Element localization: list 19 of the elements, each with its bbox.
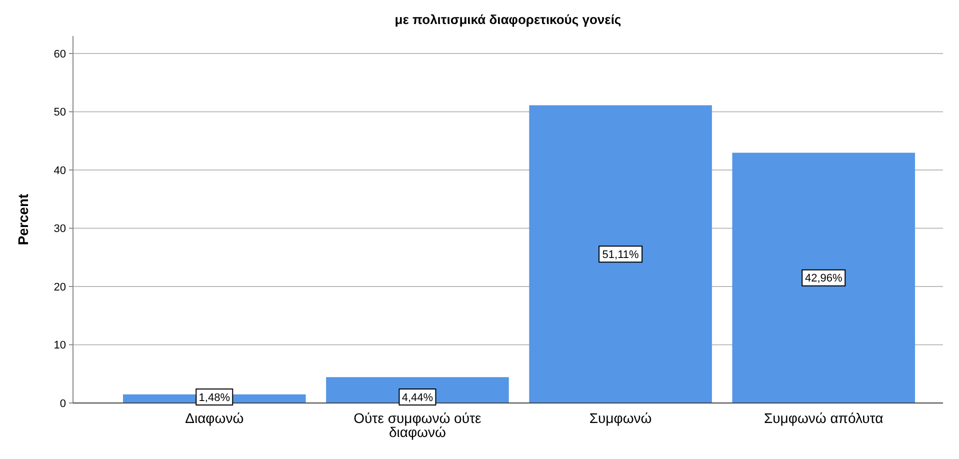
data-label: 51,11%: [602, 248, 639, 261]
y-tick-label: 30: [54, 223, 66, 236]
bar: [529, 105, 712, 403]
data-label: 4,44%: [402, 392, 434, 404]
y-tick-label: 10: [54, 340, 66, 352]
chart-title: με πολιτισμικά διαφορετικούς γονείς: [394, 12, 622, 27]
bar: [732, 152, 915, 403]
y-tick-label: 0: [60, 398, 66, 410]
x-tick-label: Συμφωνώ απόλυτα: [764, 410, 884, 426]
y-tick-label: 40: [54, 164, 66, 177]
y-tick-label: 20: [54, 281, 66, 294]
x-tick-label: Ούτε συμφωνώ ούτε διαφωνώ: [354, 410, 482, 440]
data-label: 1,48%: [198, 392, 230, 404]
y-tick-label: 60: [54, 48, 66, 60]
y-tick-label: 50: [54, 106, 66, 119]
y-axis-title: Percent: [15, 193, 31, 246]
x-tick-label: Διαφωνώ: [185, 410, 244, 426]
data-label: 42,96%: [804, 272, 842, 285]
x-tick-label: Συμφωνώ: [589, 410, 652, 426]
